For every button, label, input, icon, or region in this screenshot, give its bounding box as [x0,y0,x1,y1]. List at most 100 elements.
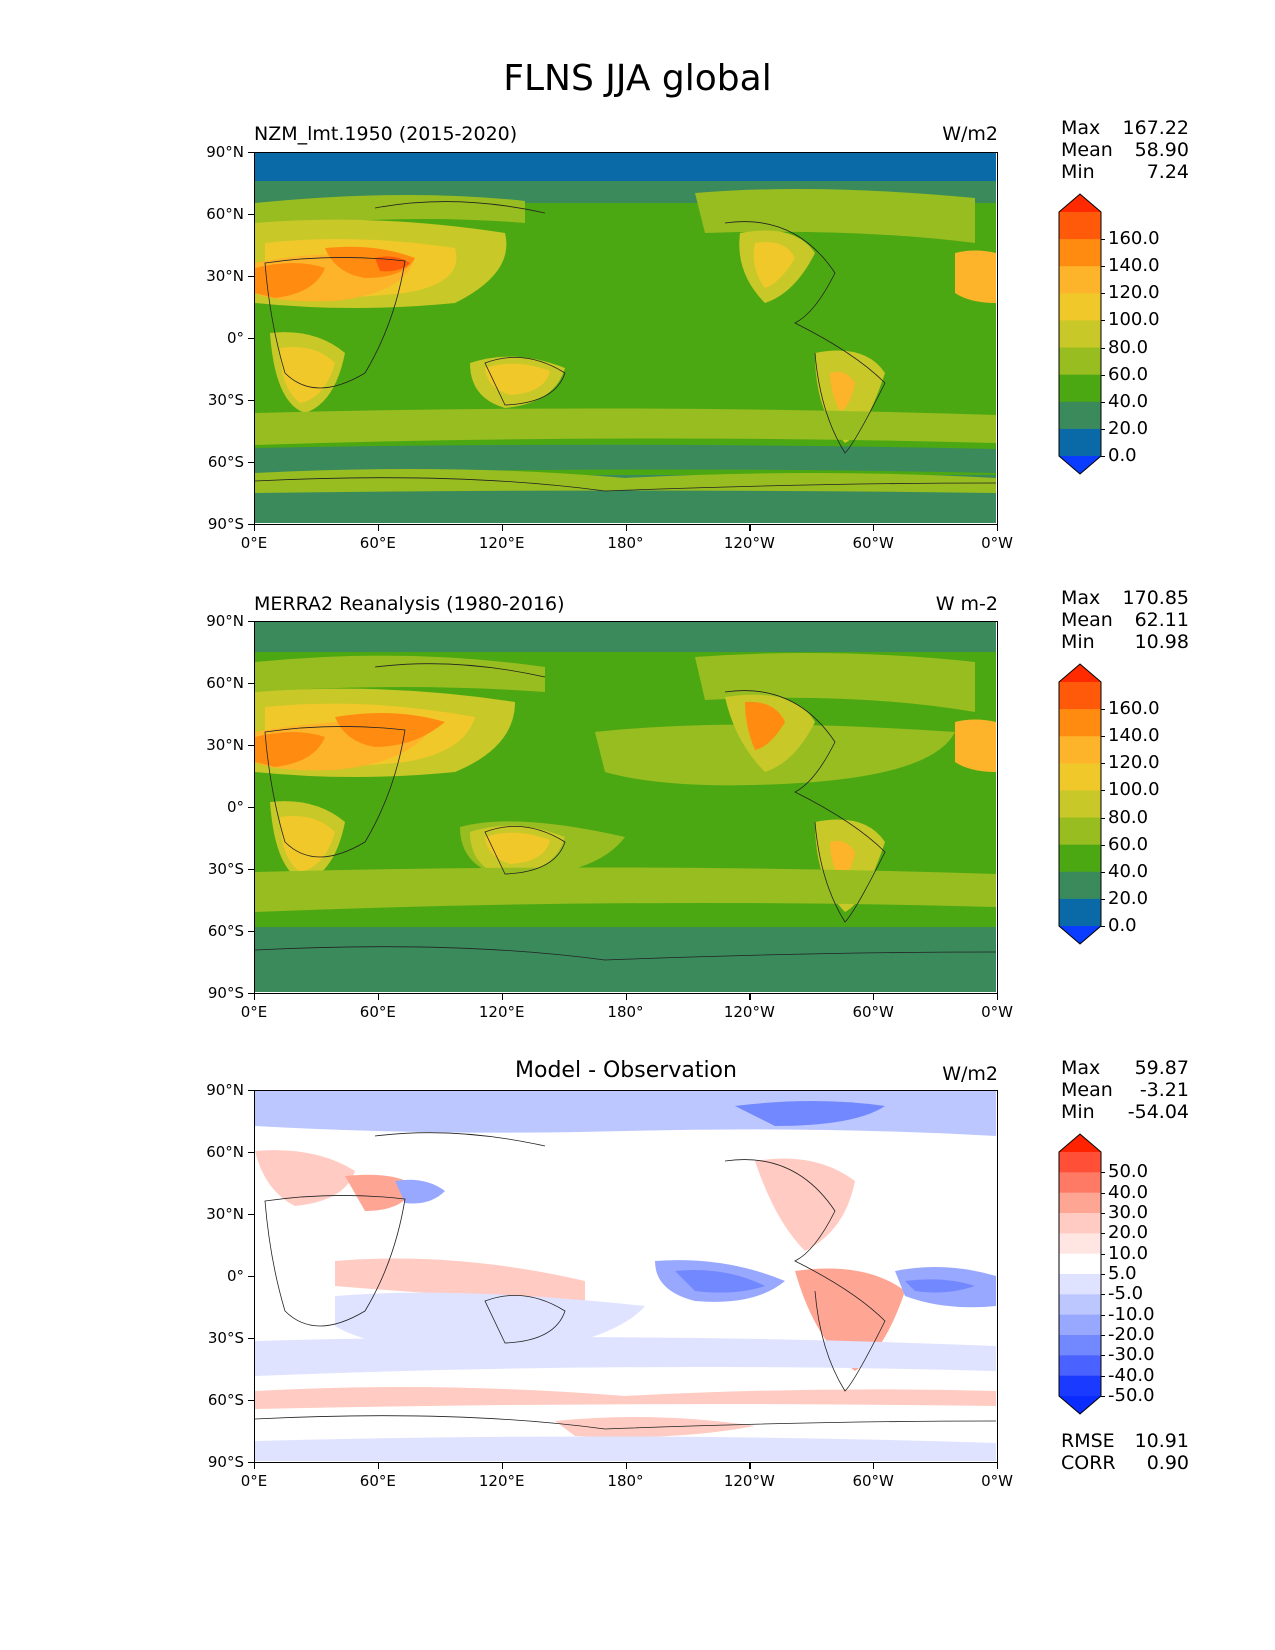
lon-label: 0°E [240,1472,268,1490]
colorbar-tick [1101,1274,1105,1275]
colorbar-segment [1059,266,1101,294]
lat-label: 90°S [207,515,244,533]
colorbar-label: 50.0 [1108,1161,1149,1183]
lon-label: 0°E [240,1003,268,1021]
lon-label: 0°W [981,1472,1013,1490]
lat-tick [248,1400,254,1402]
colorbar-label: -5.0 [1108,1283,1144,1305]
stat-value: 7.24 [1146,161,1189,183]
lat-label: 60°N [206,674,244,692]
lat-label: 30°S [207,391,244,409]
panel-2-map [254,621,998,994]
colorbar-extend-min [1059,1396,1101,1414]
stat-row: Mean -3.21 [1061,1079,1189,1101]
colorbar-segment [1059,320,1101,349]
colorbar-segment [1059,1294,1101,1316]
lat-tick [248,152,254,154]
colorbar-tick [1101,293,1105,295]
colorbar-label: 60.0 [1108,833,1149,855]
stat-row: Max 167.22 [1061,117,1189,139]
lat-tick [248,400,254,402]
lon-label: 60°W [852,534,894,552]
colorbar-tick [1101,1294,1105,1296]
colorbar-label: 60.0 [1108,363,1149,385]
stat-row: Max 59.87 [1061,1057,1189,1079]
lat-tick [248,1338,254,1340]
stat-value: 58.90 [1134,139,1189,161]
lon-label: 0°W [981,534,1013,552]
lon-tick [873,994,875,1000]
metric-label: CORR [1061,1452,1116,1474]
lon-tick [501,1463,503,1469]
colorbar-tick [1101,817,1105,819]
colorbar-segment [1059,347,1101,376]
colorbar-segment [1059,1233,1101,1255]
stat-label: Mean [1061,1079,1113,1101]
colorbar-segment [1059,374,1101,403]
colorbar-label: 100.0 [1108,779,1160,801]
colorbar-segment [1059,293,1101,321]
lon-label: 120°W [723,1003,775,1021]
colorbar-segment [1059,763,1101,791]
colorbar-segment [1059,1192,1101,1214]
panel-2-title: MERRA2 Reanalysis (1980-2016) [254,593,565,615]
colorbar-label: 120.0 [1108,752,1160,774]
colorbar-tick [1101,428,1105,430]
colorbar-tick [1101,1233,1105,1235]
colorbar-tick [1101,1253,1105,1255]
colorbar-segment [1059,428,1101,457]
lat-tick [248,931,254,933]
lon-tick [254,1463,256,1469]
panel-1-units: W/m2 [942,123,998,145]
lon-tick [254,525,256,531]
panel-3-map [254,1090,998,1463]
lat-label: 60°N [206,205,244,223]
lon-tick [377,525,380,531]
stat-label: Max [1061,587,1101,609]
lat-label: 30°N [206,267,244,285]
lat-label: 60°S [207,1391,244,1409]
lat-tick [248,869,254,871]
colorbar-segment [1059,1335,1101,1356]
lon-tick [873,1463,875,1469]
colorbar-extend-max [1059,664,1101,682]
lat-tick [248,524,254,526]
lon-tick [749,525,751,531]
lat-tick [248,807,254,809]
lat-tick [248,276,254,278]
stat-value: 167.22 [1122,117,1189,139]
colorbar-tick [1101,1192,1105,1194]
stat-row: Min 7.24 [1061,161,1189,183]
colorbar [1058,1133,1102,1415]
colorbar-segment [1059,817,1101,846]
lon-tick [997,525,999,531]
colorbar-tick [1101,1335,1105,1336]
lon-tick [377,1463,380,1469]
stat-label: Mean [1061,139,1113,161]
lat-tick [248,1152,254,1154]
lat-label: 90°N [206,143,244,161]
lat-tick [248,683,254,685]
colorbar-tick [1101,347,1105,349]
lon-label: 120°E [478,1003,525,1021]
colorbar-segment [1059,790,1101,819]
colorbar-segment [1059,1355,1101,1377]
colorbar-label: 160.0 [1108,228,1160,250]
colorbar-extend-min [1059,926,1101,944]
lon-tick [749,994,751,1000]
colorbar-tick [1101,1172,1105,1174]
lat-label: 60°S [207,922,244,940]
metric-row: RMSE 10.91 [1061,1430,1189,1452]
lat-tick [248,993,254,995]
metric-label: RMSE [1061,1430,1115,1452]
colorbar-label: -10.0 [1108,1303,1155,1325]
stat-row: Mean 58.90 [1061,139,1189,161]
colorbar-label: 10.0 [1108,1242,1149,1264]
colorbar-segment [1059,212,1101,240]
colorbar-segment [1059,1172,1101,1194]
colorbar-tick [1101,320,1105,322]
lat-tick [248,621,254,623]
colorbar-label: 0.0 [1108,445,1137,466]
colorbar-tick [1101,926,1105,927]
colorbar-tick [1101,374,1105,376]
